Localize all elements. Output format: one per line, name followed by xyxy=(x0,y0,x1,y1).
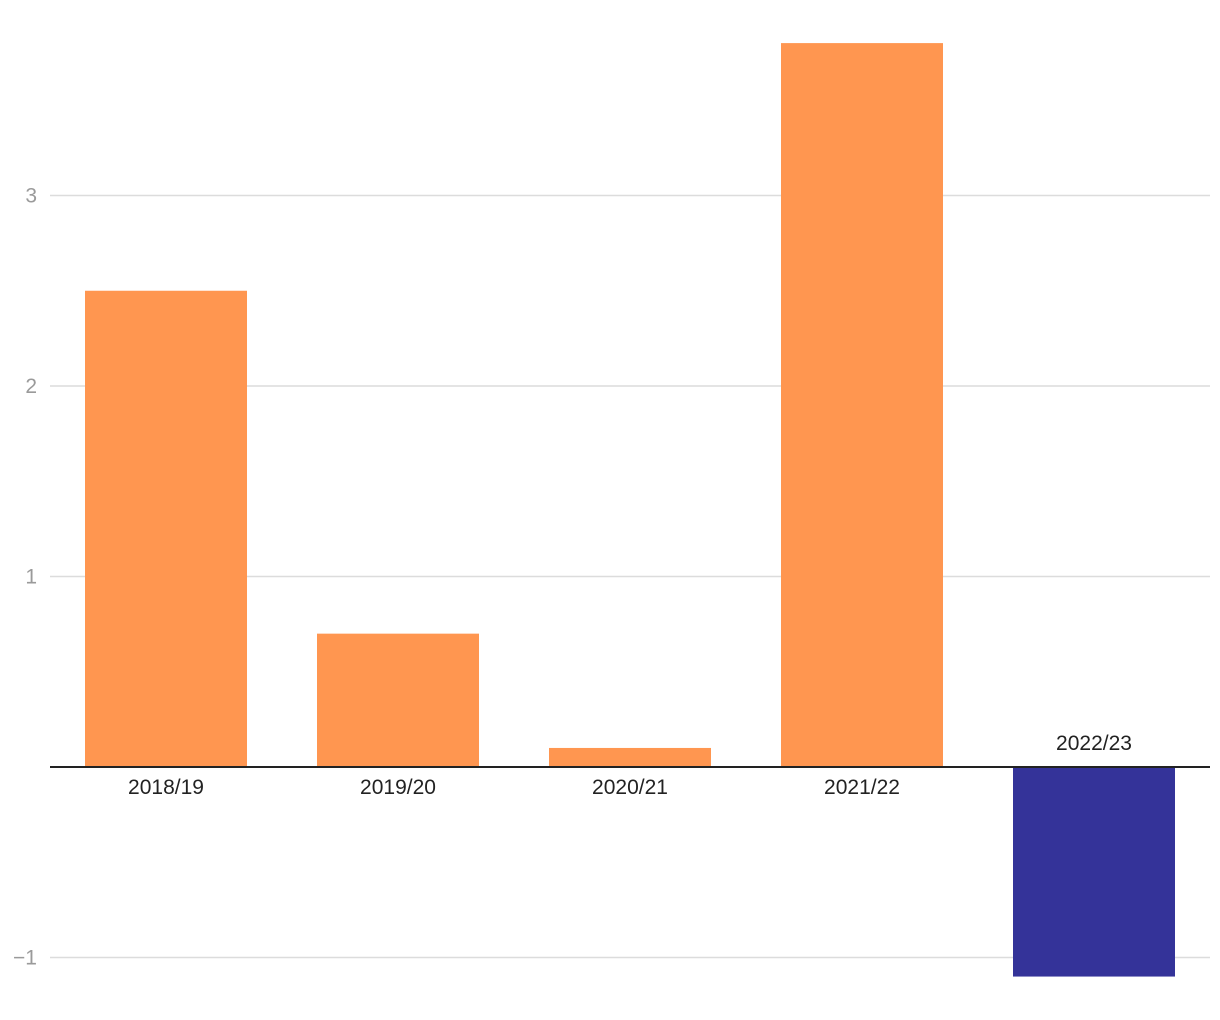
x-tick-label: 2018/19 xyxy=(128,776,204,799)
x-tick-label: 2020/21 xyxy=(592,776,668,799)
bar xyxy=(317,633,479,767)
x-tick-label: 2019/20 xyxy=(360,776,436,799)
bars xyxy=(85,43,1175,977)
bar xyxy=(781,43,943,768)
bar xyxy=(1013,767,1175,977)
bar xyxy=(549,747,711,767)
y-tick-label: −1 xyxy=(13,947,37,970)
y-tick-label: 1 xyxy=(25,566,37,589)
y-tick-label: 2 xyxy=(25,375,37,398)
y-tick-label: 3 xyxy=(25,185,37,208)
y-axis-ticks: −1 1 2 3 xyxy=(13,185,37,970)
x-axis-ticks: 2018/19 2019/20 2020/21 2021/22 2022/23 xyxy=(128,732,1132,799)
bar xyxy=(85,290,247,767)
x-tick-label: 2021/22 xyxy=(824,776,900,799)
x-tick-label: 2022/23 xyxy=(1056,732,1132,755)
